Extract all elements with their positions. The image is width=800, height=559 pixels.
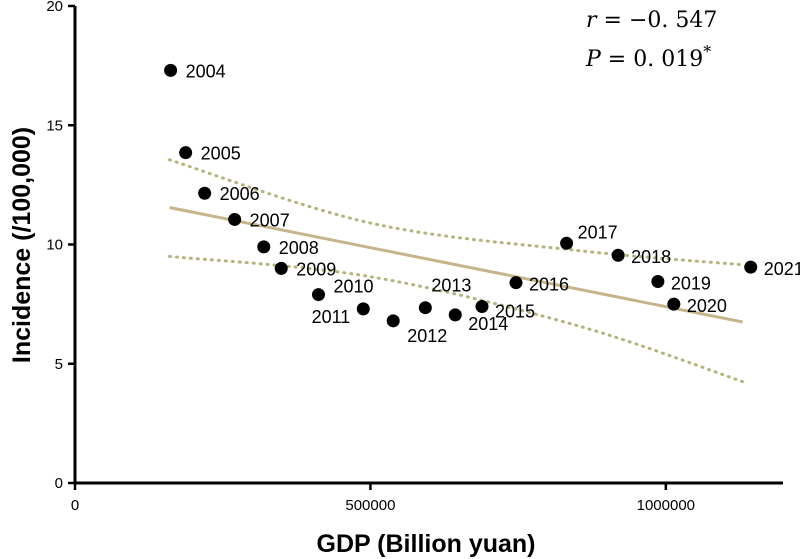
regression-line bbox=[169, 206, 743, 324]
x-tick-label: 0 bbox=[71, 497, 79, 514]
point-label-2016: 2016 bbox=[529, 275, 569, 295]
data-point-2017 bbox=[560, 236, 574, 250]
correlation-annotation: r = −0. 547 bbox=[586, 8, 717, 33]
confidence-lower-line bbox=[168, 254, 745, 384]
y-tick-label: 10 bbox=[46, 237, 63, 254]
data-point-2016 bbox=[509, 276, 523, 290]
data-point-2014 bbox=[448, 308, 462, 322]
data-point-2004 bbox=[164, 63, 178, 77]
x-axis-title: GDP (Billion yuan) bbox=[317, 530, 536, 558]
point-label-2019: 2019 bbox=[671, 273, 711, 293]
p-value: = 0. 019 bbox=[601, 47, 703, 72]
data-point-2009 bbox=[274, 261, 288, 275]
y-tick-label: 20 bbox=[46, 0, 63, 15]
point-label-2007: 2007 bbox=[250, 210, 290, 230]
data-point-2012 bbox=[386, 314, 400, 328]
point-label-2010: 2010 bbox=[333, 277, 373, 297]
point-label-2009: 2009 bbox=[296, 259, 336, 279]
r-value: = −0. 547 bbox=[597, 8, 718, 33]
p-symbol: P bbox=[585, 47, 602, 72]
y-axis-title: Incidence (/100,000) bbox=[8, 127, 36, 363]
data-point-2013 bbox=[418, 301, 432, 315]
data-point-2015 bbox=[475, 300, 489, 314]
x-tick-label: 1000000 bbox=[637, 497, 695, 514]
significance-mark: * bbox=[703, 42, 711, 61]
r-symbol: r bbox=[586, 8, 598, 33]
point-label-2005: 2005 bbox=[201, 144, 241, 164]
y-tick-label: 0 bbox=[55, 475, 63, 492]
point-label-2020: 2020 bbox=[687, 296, 727, 316]
data-point-2006 bbox=[198, 186, 212, 200]
point-label-2018: 2018 bbox=[631, 247, 671, 267]
data-point-2008 bbox=[257, 240, 271, 254]
p-value-annotation: P = 0. 019* bbox=[585, 42, 711, 72]
data-point-2005 bbox=[179, 146, 193, 160]
point-label-2008: 2008 bbox=[279, 238, 319, 258]
data-point-2010 bbox=[311, 288, 325, 302]
point-label-2015: 2015 bbox=[495, 302, 535, 322]
point-label-2014: 2014 bbox=[468, 314, 508, 334]
y-tick-label: 5 bbox=[55, 356, 63, 373]
point-label-2013: 2013 bbox=[431, 276, 471, 296]
confidence-band bbox=[168, 158, 745, 384]
point-label-2021: 2021 bbox=[764, 259, 800, 279]
data-point-2020 bbox=[667, 297, 681, 311]
point-label-2012: 2012 bbox=[407, 326, 447, 346]
data-point-2011 bbox=[356, 302, 370, 316]
point-label-2006: 2006 bbox=[220, 184, 260, 204]
axes-layer bbox=[73, 6, 783, 485]
point-label-2017: 2017 bbox=[578, 222, 618, 242]
data-point-2007 bbox=[228, 212, 242, 226]
point-label-2004: 2004 bbox=[186, 61, 226, 81]
y-tick-label: 15 bbox=[46, 117, 63, 134]
data-point-2019 bbox=[651, 274, 665, 288]
ticks-layer: 0 5 10 15 20 0 500000 1000000 bbox=[46, 0, 695, 514]
data-point-2018 bbox=[611, 248, 625, 262]
data-point-2021 bbox=[744, 260, 758, 274]
x-tick-label: 500000 bbox=[345, 497, 395, 514]
point-label-2011: 2011 bbox=[312, 307, 351, 327]
confidence-upper-line bbox=[168, 158, 745, 267]
